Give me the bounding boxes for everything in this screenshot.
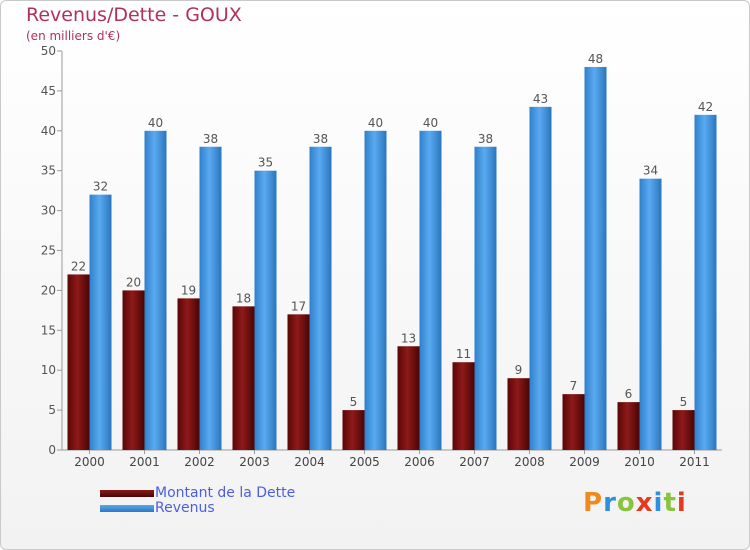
bar-revenus xyxy=(639,178,662,450)
bar-dette xyxy=(122,290,145,450)
bar-dette xyxy=(177,298,200,450)
data-label-dette: 9 xyxy=(515,363,523,377)
data-label-dette: 19 xyxy=(181,283,196,297)
legend-label-revenus: Revenus xyxy=(155,500,215,516)
bar-dette xyxy=(617,402,640,450)
y-tick-label: 40 xyxy=(41,124,56,138)
y-tick-label: 15 xyxy=(41,323,56,337)
x-tick-label: 2003 xyxy=(239,455,270,469)
y-tick-label: 0 xyxy=(48,443,56,457)
y-tick-label: 20 xyxy=(41,283,56,297)
x-tick-label: 2008 xyxy=(514,455,545,469)
bar-revenus xyxy=(584,66,607,451)
data-label-revenus: 40 xyxy=(148,116,163,130)
chart-title: Revenus/Dette - GOUX xyxy=(26,4,242,26)
y-tick-label: 5 xyxy=(48,403,56,417)
data-label-dette: 13 xyxy=(401,331,416,345)
data-label-revenus: 38 xyxy=(203,132,218,146)
data-label-dette: 6 xyxy=(625,387,633,401)
data-label-revenus: 48 xyxy=(588,52,603,66)
bar-dette xyxy=(232,306,255,450)
data-label-dette: 18 xyxy=(236,291,251,305)
data-label-revenus: 38 xyxy=(313,132,328,146)
bar-dette xyxy=(67,274,90,450)
x-tick-label: 2004 xyxy=(294,455,325,469)
x-tick-label: 2010 xyxy=(624,455,655,469)
legend-swatch-revenus xyxy=(100,505,154,512)
chart-subtitle: (en milliers d'€) xyxy=(26,29,121,43)
bar-revenus xyxy=(364,130,387,451)
bar-dette xyxy=(342,410,365,450)
x-tick-label: 2009 xyxy=(569,455,600,469)
data-label-dette: 11 xyxy=(456,347,471,361)
bar-dette xyxy=(397,346,420,450)
proxiti-logo: Proxiti xyxy=(583,488,687,518)
y-tick-label: 35 xyxy=(41,164,56,178)
data-label-dette: 20 xyxy=(126,275,141,289)
y-tick-label: 30 xyxy=(41,204,56,218)
bar-revenus xyxy=(254,170,277,450)
bar-revenus xyxy=(474,146,497,450)
data-label-dette: 22 xyxy=(71,259,86,273)
bar-revenus xyxy=(144,130,167,451)
x-tick-label: 2001 xyxy=(129,455,160,469)
bar-revenus xyxy=(694,114,717,450)
data-label-revenus: 32 xyxy=(93,180,108,194)
bar-revenus xyxy=(89,194,112,450)
data-label-revenus: 40 xyxy=(423,116,438,130)
data-label-dette: 7 xyxy=(570,379,578,393)
data-label-dette: 17 xyxy=(291,299,306,313)
bar-dette xyxy=(672,410,695,450)
legend-label-dette: Montant de la Dette xyxy=(155,485,296,501)
x-tick-label: 2000 xyxy=(74,455,105,469)
x-tick-label: 2007 xyxy=(459,455,490,469)
y-tick-label: 25 xyxy=(41,244,56,258)
bar-dette xyxy=(287,314,310,450)
bar-dette xyxy=(507,378,530,450)
y-tick-label: 45 xyxy=(41,84,56,98)
data-label-revenus: 43 xyxy=(533,92,548,106)
data-label-revenus: 35 xyxy=(258,156,273,170)
x-tick-label: 2006 xyxy=(404,455,435,469)
data-label-revenus: 34 xyxy=(643,164,658,178)
x-tick-label: 2002 xyxy=(184,455,215,469)
bar-dette xyxy=(562,394,585,450)
bar-revenus xyxy=(419,130,442,451)
bar-revenus xyxy=(199,146,222,450)
x-tick-label: 2005 xyxy=(349,455,380,469)
data-label-revenus: 38 xyxy=(478,132,493,146)
x-tick-label: 2011 xyxy=(679,455,710,469)
bar-dette xyxy=(452,362,475,450)
data-label-dette: 5 xyxy=(680,395,688,409)
data-label-dette: 5 xyxy=(350,395,358,409)
bar-revenus xyxy=(529,106,552,451)
data-label-revenus: 42 xyxy=(698,100,713,114)
legend-swatch-dette xyxy=(100,490,154,497)
bar-revenus xyxy=(309,146,332,450)
data-label-revenus: 40 xyxy=(368,116,383,130)
y-tick-label: 50 xyxy=(41,44,56,58)
y-tick-label: 10 xyxy=(41,363,56,377)
